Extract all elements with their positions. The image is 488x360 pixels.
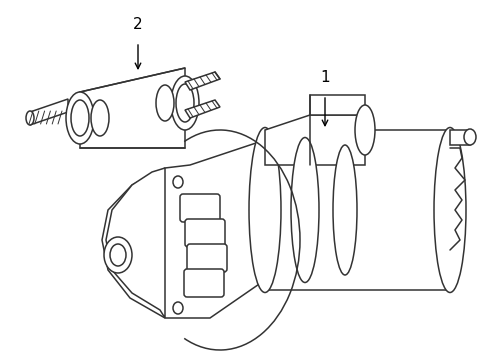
FancyBboxPatch shape (184, 219, 224, 247)
Polygon shape (449, 130, 469, 145)
Ellipse shape (91, 100, 109, 136)
Ellipse shape (433, 127, 465, 292)
Ellipse shape (110, 244, 126, 266)
Polygon shape (184, 72, 220, 90)
Ellipse shape (176, 84, 194, 122)
Ellipse shape (173, 176, 183, 188)
Ellipse shape (171, 76, 199, 130)
Polygon shape (30, 99, 68, 125)
Polygon shape (102, 140, 264, 318)
Ellipse shape (354, 105, 374, 155)
Polygon shape (106, 168, 164, 318)
Ellipse shape (463, 129, 475, 145)
Ellipse shape (71, 100, 89, 136)
Ellipse shape (26, 111, 34, 125)
Polygon shape (80, 68, 184, 148)
FancyBboxPatch shape (183, 269, 224, 297)
Ellipse shape (104, 237, 132, 273)
Polygon shape (264, 130, 449, 290)
Text: 2: 2 (133, 17, 142, 32)
Ellipse shape (248, 127, 281, 292)
Polygon shape (309, 95, 364, 115)
Ellipse shape (173, 302, 183, 314)
FancyBboxPatch shape (180, 194, 220, 222)
Ellipse shape (156, 85, 174, 121)
Ellipse shape (66, 92, 94, 144)
Ellipse shape (332, 145, 356, 275)
Polygon shape (264, 115, 364, 165)
Polygon shape (184, 100, 220, 118)
Ellipse shape (290, 138, 318, 283)
Text: 1: 1 (320, 70, 329, 85)
FancyBboxPatch shape (186, 244, 226, 272)
